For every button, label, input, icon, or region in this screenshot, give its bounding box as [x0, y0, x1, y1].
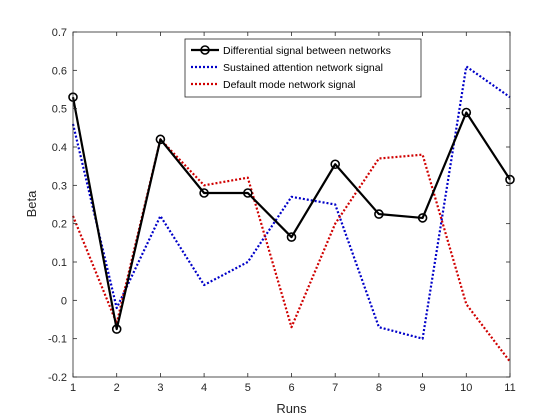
data-point: [330, 159, 341, 170]
data-point: [374, 209, 384, 219]
x-tick-label: 11: [504, 382, 515, 394]
y-tick-label: 0.6: [52, 65, 67, 77]
data-point: [111, 324, 122, 334]
x-tick-label: 8: [376, 382, 382, 394]
x-tick-label: 4: [201, 382, 207, 394]
legend-label-3: Default mode network signal: [223, 79, 356, 91]
y-tick-label: 0.4: [52, 142, 67, 154]
x-axis-title: Runs: [276, 401, 307, 416]
data-point: [461, 107, 472, 118]
x-tick-label: 9: [420, 382, 426, 394]
y-tick-label: 0.7: [52, 27, 67, 39]
data-point: [155, 134, 166, 145]
x-tick-label: 5: [245, 382, 251, 394]
data-point: [417, 213, 428, 223]
y-tick-label: 0.3: [52, 180, 67, 192]
series-layer: [68, 65, 515, 363]
axes-layer: 1 2 3 4 5 6 7 8 9 10 11 -0.2 -0.1 0 0.1 0.2 0.3 0.4 0.5 0.6…: [48, 27, 516, 394]
y-tick-label: -0.2: [48, 372, 67, 384]
y-tick-label: 0.5: [52, 104, 67, 116]
x-tick-label: 3: [157, 382, 163, 394]
legend: Differential signal between networks Sust…: [184, 38, 422, 98]
y-tick-label: 0.2: [52, 219, 67, 231]
x-tick-label: 1: [70, 382, 76, 394]
y-tick-label: 0: [61, 295, 67, 307]
y-tick-label: -0.1: [48, 334, 67, 346]
y-axis-title: Beta: [24, 190, 39, 218]
legend-marker: [200, 45, 210, 55]
x-tick-label: 6: [288, 382, 294, 394]
y-tick-label: 0.1: [52, 257, 67, 269]
series-line-2: [71, 65, 511, 340]
legend-box: [184, 38, 422, 98]
data-point: [199, 188, 209, 198]
data-point: [286, 232, 297, 242]
legend-label-1: Differential signal between networks: [223, 45, 391, 57]
series-line-1: [71, 96, 511, 331]
x-tick-label: 2: [114, 382, 120, 394]
legend-label-2: Sustained attention network signal: [223, 62, 383, 74]
x-tick-label: 7: [332, 382, 338, 394]
data-point: [243, 188, 253, 198]
x-tick-label: 10: [460, 382, 472, 394]
